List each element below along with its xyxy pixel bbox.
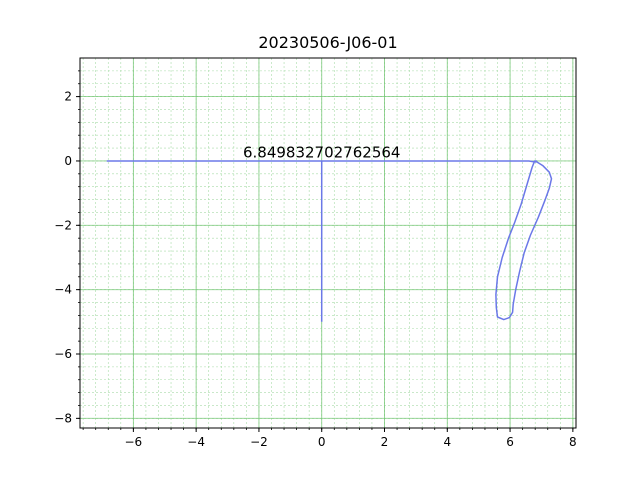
y-axis: 2 0 −2 −4 −6 −8 [54,70,80,425]
x-tick-label: −4 [187,435,205,449]
chart-title: 20230506-J06-01 [258,33,397,52]
y-tick-label: −8 [54,411,72,425]
x-tick-label: −6 [125,435,143,449]
x-tick-label: −2 [250,435,268,449]
x-tick-label: 2 [381,435,389,449]
x-tick-label: 8 [569,435,577,449]
annotation-layer: 6.849832702762564 [243,143,400,161]
plot-frame [79,57,577,429]
x-tick-label: 4 [443,435,451,449]
y-tick-label: 0 [64,154,72,168]
series-layer [106,160,553,322]
y-tick-label: −2 [54,218,72,232]
y-tick-label: −4 [54,283,72,297]
y-tick-label: 2 [64,90,72,104]
x-axis: −6 −4 −2 0 2 4 6 8 [82,428,577,449]
series-line-1 [106,160,553,321]
x-tick-label: 0 [318,435,326,449]
annotation-label: 6.849832702762564 [243,143,400,161]
y-tick-label: −6 [54,347,72,361]
major-grid [80,58,576,428]
minor-grid [80,58,576,428]
x-tick-label: 6 [506,435,514,449]
